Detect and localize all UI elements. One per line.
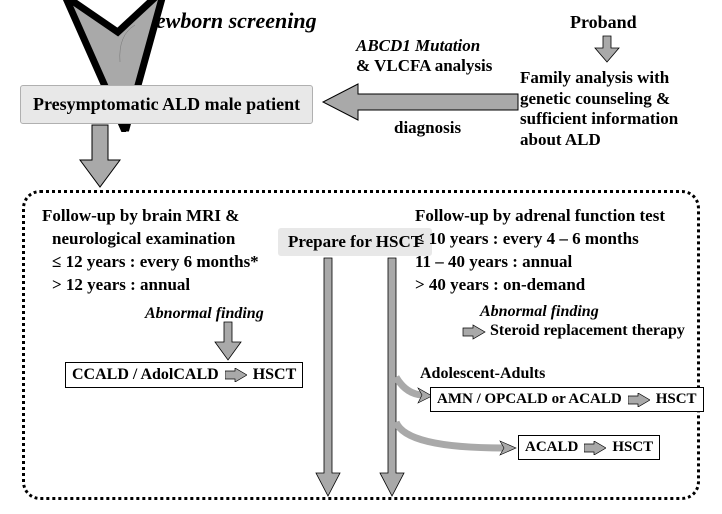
abnormal-finding-left-text: Abnormal finding xyxy=(145,305,264,322)
acald-hsct-box: ACALD HSCT xyxy=(518,435,660,460)
mri-rule1: ≤ 12 years : every 6 months* xyxy=(42,251,259,274)
steroid-therapy-text: Steroid replacement therapy xyxy=(490,322,685,339)
arrow-prepare-down-left-icon xyxy=(316,258,340,498)
arrow-small-right-icon-3 xyxy=(584,441,606,455)
diagnosis-label: diagnosis xyxy=(394,118,461,138)
presymptomatic-box: Presymptomatic ALD male patient xyxy=(20,85,313,124)
arrow-newborn-down-icon xyxy=(100,20,150,85)
followup-adrenal-title: Follow-up by adrenal function test xyxy=(415,205,665,228)
amn-text: AMN / OPCALD or ACALD xyxy=(437,391,622,408)
adolescent-adults-label: Adolescent-Adults xyxy=(420,365,545,383)
steroid-therapy-label: Steroid replacement therapy xyxy=(490,322,685,340)
abnormal-finding-right: Abnormal finding xyxy=(480,303,599,321)
abnormal-finding-right-text: Abnormal finding xyxy=(480,303,599,320)
amn-hsct-box: AMN / OPCALD or ACALD HSCT xyxy=(430,387,704,412)
proband-title: Proband xyxy=(570,12,637,33)
adrenal-rule2: 11 – 40 years : annual xyxy=(415,251,665,274)
mutation-analysis-label: ABCD1 Mutation & VLCFA analysis xyxy=(356,36,492,75)
diagnosis-text: diagnosis xyxy=(394,118,461,137)
arrow-steroid-right-icon xyxy=(463,325,485,339)
followup-mri-block: Follow-up by brain MRI & neurological ex… xyxy=(42,205,259,297)
hsct-text-3: HSCT xyxy=(612,439,653,456)
followup-mri-title2: neurological examination xyxy=(42,228,259,251)
adolescent-adults-text: Adolescent-Adults xyxy=(420,365,545,382)
abnormal-finding-left: Abnormal finding xyxy=(145,305,264,323)
ccald-text: CCALD / AdolCALD xyxy=(72,366,219,384)
prepare-hsct-box: Prepare for HSCT xyxy=(278,228,432,256)
newborn-screening-title: Newborn screening xyxy=(140,8,317,34)
mutation-line1: ABCD1 Mutation xyxy=(356,36,480,55)
ccald-hsct-box: CCALD / AdolCALD HSCT xyxy=(65,362,303,388)
adrenal-rule1: ≤ 10 years : every 4 – 6 months xyxy=(415,228,665,251)
proband-text: Proband xyxy=(570,12,637,32)
family-analysis-text: Family analysis with genetic counseling … xyxy=(520,68,715,151)
followup-adrenal-block: Follow-up by adrenal function test ≤ 10 … xyxy=(415,205,665,297)
family-analysis-span: Family analysis with genetic counseling … xyxy=(520,68,678,149)
prepare-hsct-text: Prepare for HSCT xyxy=(288,232,422,251)
adrenal-rule3: > 40 years : on-demand xyxy=(415,274,665,297)
hsct-text-2: HSCT xyxy=(656,391,697,408)
arrow-branch-amn-icon xyxy=(396,372,432,404)
mutation-line2: & VLCFA analysis xyxy=(356,56,492,76)
presymptomatic-text: Presymptomatic ALD male patient xyxy=(33,94,300,114)
arrow-small-right-icon xyxy=(225,368,247,382)
newborn-screening-text: Newborn screening xyxy=(140,8,317,33)
mri-rule2: > 12 years : annual xyxy=(42,274,259,297)
arrow-presymptomatic-down-icon xyxy=(80,125,120,190)
followup-mri-title: Follow-up by brain MRI & xyxy=(42,205,259,228)
hsct-text-1: HSCT xyxy=(253,366,297,384)
arrow-small-right-icon-2 xyxy=(628,393,650,407)
acald-text: ACALD xyxy=(525,439,578,456)
arrow-proband-down-icon xyxy=(595,36,619,66)
arrow-branch-acald-icon xyxy=(396,420,516,458)
arrow-abnormal-left-down-icon xyxy=(215,322,241,362)
